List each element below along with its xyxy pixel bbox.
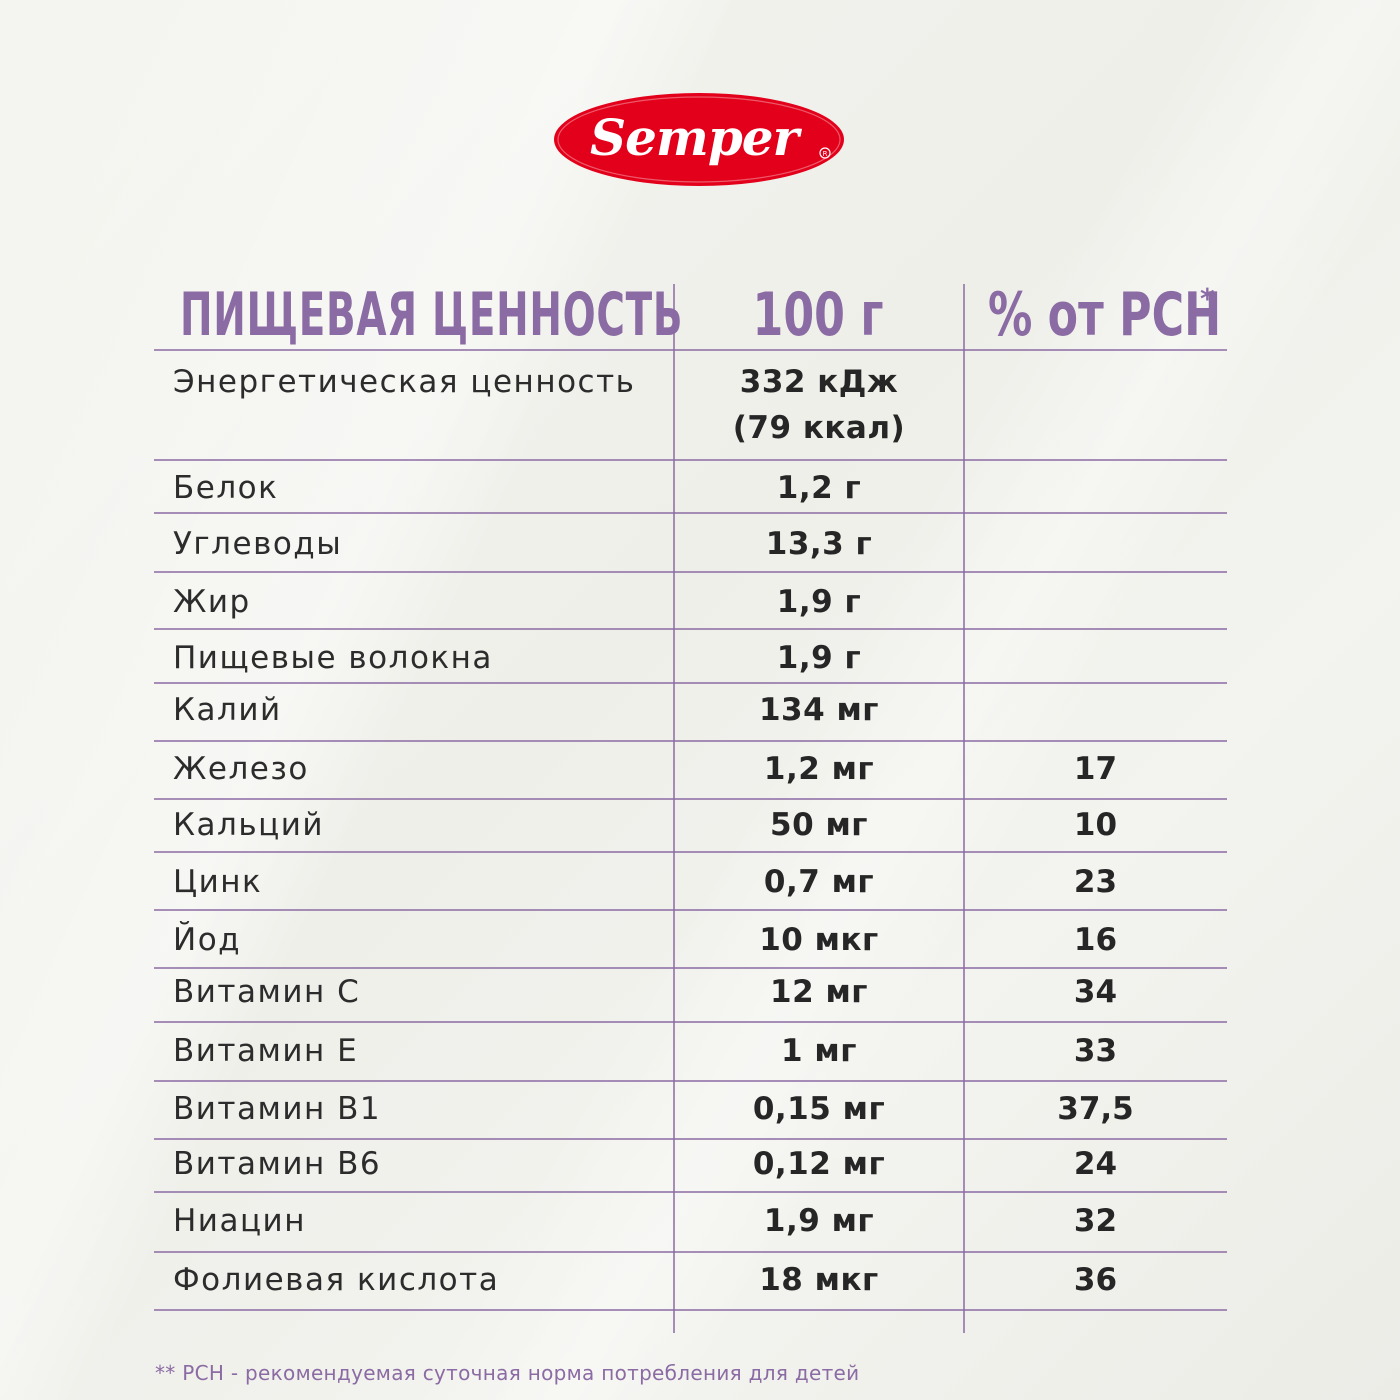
nutrient-name: Витамин Е xyxy=(173,1033,359,1069)
nutrient-name: Железо xyxy=(173,751,309,787)
table-row: Белок 1,2 г xyxy=(154,460,1227,513)
table-row: Витамин B1 0,15 мг 37,5 xyxy=(154,1080,1227,1138)
nutrient-quantity: 50 мг xyxy=(674,807,964,843)
svg-text:Semper: Semper xyxy=(590,108,803,167)
table-row: Витамин С 12 мг 34 xyxy=(154,967,1227,1021)
table-row: Кальций 50 мг 10 xyxy=(154,799,1227,852)
table-row: Витамин Е 1 мг 33 xyxy=(154,1021,1227,1080)
nutrient-quantity: 1,9 г xyxy=(674,584,964,620)
table-row: Фолиевая кислота 18 мкг 36 xyxy=(154,1251,1227,1309)
nutrient-percent: 17 xyxy=(1073,751,1118,787)
semper-logo: Semper R xyxy=(553,92,845,187)
nutrient-name: Энергетическая ценность xyxy=(173,364,636,400)
quantity-value: 0,7 мг xyxy=(763,864,875,900)
quantity-value: 18 мкг xyxy=(759,1262,879,1298)
nutrient-name: Жир xyxy=(173,584,251,620)
nutrient-name: Пищевые волокна xyxy=(173,640,493,676)
quantity-value: 1,9 г xyxy=(776,640,862,676)
quantity-value: 1,9 мг xyxy=(763,1203,875,1239)
nutrient-quantity: 1,2 мг xyxy=(674,751,964,787)
quantity-kcal: (79 ккал) xyxy=(732,410,906,446)
quantity-value: 1,2 г xyxy=(776,470,862,506)
nutrient-name: Витамин С xyxy=(173,974,361,1010)
quantity-value: 13,3 г xyxy=(765,526,873,562)
table-row: Йод 10 мкг 16 xyxy=(154,910,1227,967)
nutrient-percent: 16 xyxy=(1073,922,1118,958)
nutrient-quantity: 13,3 г xyxy=(674,526,964,562)
nutrient-quantity: 10 мкг xyxy=(674,922,964,958)
table-row: Цинк 0,7 мг 23 xyxy=(154,852,1227,910)
table-row: Железо 1,2 мг 17 xyxy=(154,741,1227,799)
nutrient-quantity: 12 мг xyxy=(674,974,964,1010)
nutrient-quantity: 332 кДж (79 ккал) xyxy=(674,364,964,446)
quantity-value: 1,2 мг xyxy=(763,751,875,787)
nutrient-name: Витамин B1 xyxy=(173,1091,382,1127)
nutrient-quantity: 134 мг xyxy=(674,692,964,728)
header-nutrition-value: ПИЩЕВАЯ ЦЕННОСТЬ xyxy=(180,280,684,350)
quantity-value: 134 мг xyxy=(758,692,880,728)
quantity-value: 0,12 мг xyxy=(752,1146,886,1182)
table-row: Витамин B6 0,12 мг 24 xyxy=(154,1138,1227,1191)
table-row: Углеводы 13,3 г xyxy=(154,513,1227,572)
svg-text:R: R xyxy=(823,150,828,158)
nutrient-name: Калий xyxy=(173,692,282,728)
nutrient-percent: 37,5 xyxy=(1057,1091,1134,1127)
nutrient-percent: 36 xyxy=(1073,1262,1118,1298)
nutrient-percent: 32 xyxy=(1073,1203,1118,1239)
nutrient-quantity: 0,7 мг xyxy=(674,864,964,900)
quantity-value: 10 мкг xyxy=(759,922,879,958)
table-row: Ниацин 1,9 мг 32 xyxy=(154,1191,1227,1251)
nutrient-name: Витамин B6 xyxy=(173,1146,382,1182)
nutrient-name: Цинк xyxy=(173,864,263,900)
nutrient-quantity: 0,15 мг xyxy=(674,1091,964,1127)
table-row: Пищевые волокна 1,9 г xyxy=(154,629,1227,683)
nutrient-name: Белок xyxy=(173,470,279,506)
quantity-value: 1 мг xyxy=(781,1033,857,1069)
nutrient-percent: 24 xyxy=(1073,1146,1118,1182)
table-row: Жир 1,9 г xyxy=(154,572,1227,629)
quantity-value: 12 мг xyxy=(770,974,868,1010)
nutrient-name: Фолиевая кислота xyxy=(173,1262,500,1298)
nutrient-quantity: 1,9 мг xyxy=(674,1203,964,1239)
nutrient-percent: 34 xyxy=(1073,974,1118,1010)
nutrient-quantity: 0,12 мг xyxy=(674,1146,964,1182)
table-row: Калий 134 мг xyxy=(154,683,1227,741)
nutrient-quantity: 1,9 г xyxy=(674,640,964,676)
header-asterisk: * xyxy=(1200,282,1215,315)
nutrient-quantity: 18 мкг xyxy=(674,1262,964,1298)
nutrient-quantity: 1,2 г xyxy=(674,470,964,506)
nutrient-name: Йод xyxy=(173,922,242,958)
table-row: Энергетическая ценность 332 кДж (79 ккал) xyxy=(154,350,1227,460)
quantity-value: 0,15 мг xyxy=(752,1091,886,1127)
nutrient-quantity: 1 мг xyxy=(674,1033,964,1069)
nutrient-percent: 23 xyxy=(1073,864,1118,900)
quantity-value: 50 мг xyxy=(770,807,868,843)
nutrient-name: Ниацин xyxy=(173,1203,306,1239)
nutrient-percent: 33 xyxy=(1073,1033,1118,1069)
header-per-100g: 100 г xyxy=(752,280,884,350)
nutrient-name: Кальций xyxy=(173,807,324,843)
nutrient-percent: 10 xyxy=(1073,807,1118,843)
nutrition-table: Энергетическая ценность 332 кДж (79 ккал) Б… xyxy=(154,350,1227,1309)
quantity-value: 332 кДж xyxy=(739,364,899,400)
header-percent-rsn: % от РСН xyxy=(987,280,1222,350)
footnote: ** РСН - рекомендуемая суточная норма по… xyxy=(155,1361,860,1385)
nutrient-name: Углеводы xyxy=(173,526,343,562)
quantity-value: 1,9 г xyxy=(776,584,862,620)
